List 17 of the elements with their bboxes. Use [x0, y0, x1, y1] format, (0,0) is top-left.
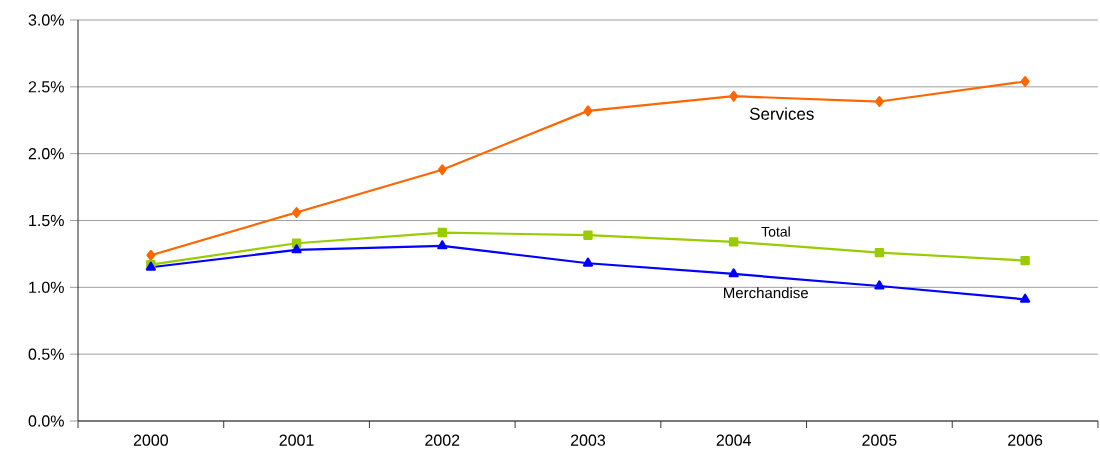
series-label: Merchandise: [724, 287, 808, 299]
x-tick-label: 2005: [862, 434, 897, 446]
y-tick-label: 3.0%: [28, 14, 64, 26]
x-tick-label: 2000: [133, 434, 169, 446]
x-tick-label: 2003: [570, 434, 606, 446]
y-tick-label: 0.5%: [28, 348, 64, 360]
series-label: Services: [749, 107, 814, 120]
y-tick-label: 0.0%: [28, 415, 64, 427]
x-tick-label: 2002: [425, 434, 460, 446]
x-tick-label: 2006: [1008, 434, 1043, 446]
y-tick-label: 1.0%: [29, 281, 64, 293]
y-tick-label: 1.5%: [29, 214, 64, 227]
y-tick-label: 2.5%: [28, 81, 64, 93]
x-tick-label: 2004: [716, 434, 751, 446]
y-tick-label: 2.0%: [28, 148, 64, 160]
x-tick-label: 2001: [279, 434, 314, 446]
series-label: Total: [761, 226, 790, 237]
